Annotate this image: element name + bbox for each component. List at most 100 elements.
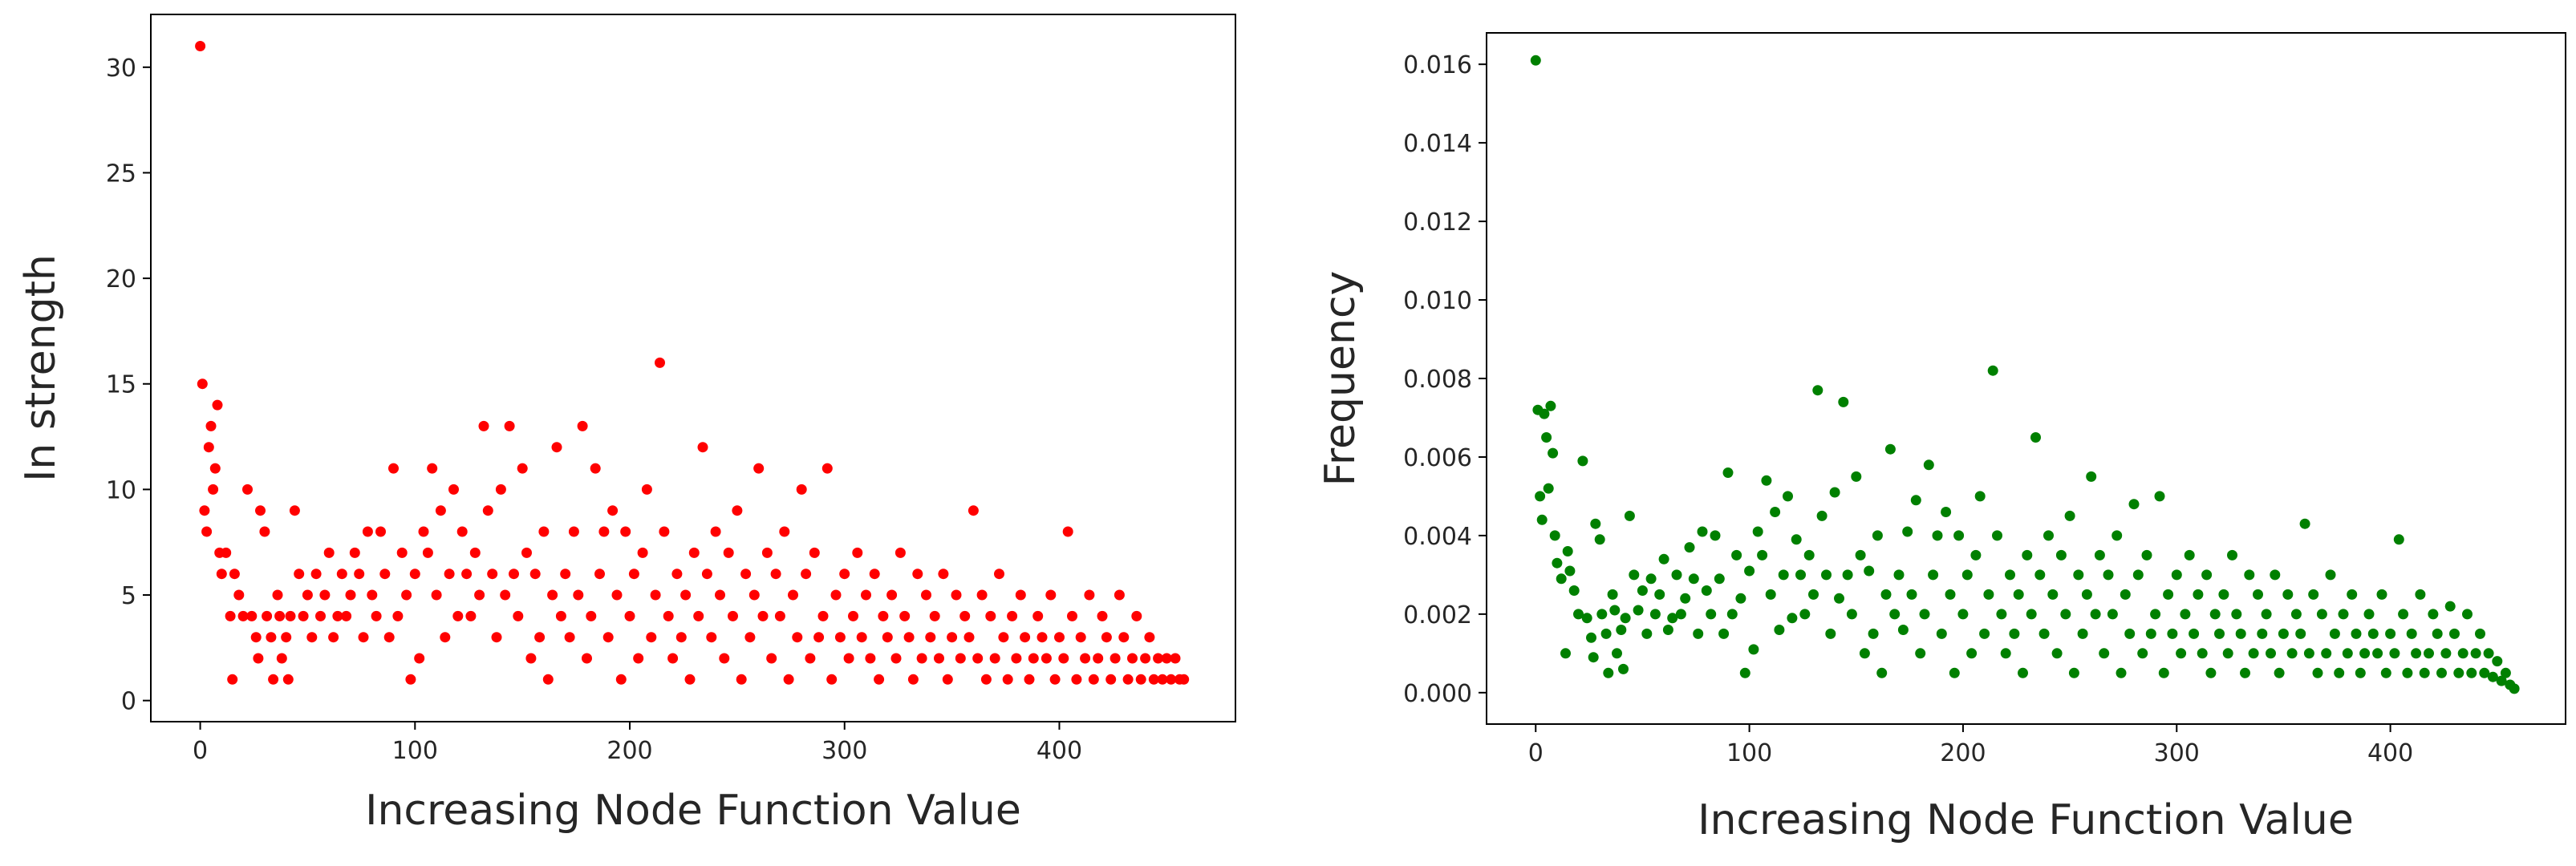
scatter-point [688, 547, 700, 558]
scatter-point [671, 569, 683, 580]
scatter-point [2444, 601, 2456, 612]
scatter-point [551, 442, 562, 453]
scatter-point [761, 547, 773, 558]
scatter-point [409, 569, 420, 580]
scatter-point [693, 610, 704, 621]
scatter-point [294, 569, 305, 580]
scatter-point [2047, 589, 2059, 600]
scatter-point [1731, 549, 1742, 560]
scatter-point [323, 547, 335, 558]
scatter-point [611, 589, 623, 601]
y-tick-label: 0.016 [1403, 51, 1472, 79]
scatter-point [788, 589, 798, 601]
scatter-point [1536, 514, 1548, 525]
scatter-point [2240, 667, 2250, 678]
scatter-point [1675, 609, 1686, 620]
scatter-point [2278, 628, 2289, 639]
scatter-point [929, 610, 940, 621]
scatter-point [2295, 628, 2306, 639]
scatter-point [319, 589, 331, 601]
scatter-point [504, 420, 515, 431]
scatter-point [229, 569, 240, 580]
scatter-point [1131, 610, 1142, 621]
scatter-point [2116, 667, 2127, 678]
plot-frame [1486, 32, 2566, 725]
y-tick-label: 0.000 [1403, 680, 1472, 708]
scatter-point [852, 547, 863, 558]
scatter-point [1953, 530, 1965, 541]
scatter-point [418, 526, 429, 537]
scatter-point [534, 632, 546, 643]
scatter-point [1902, 526, 1913, 537]
scatter-point [1637, 585, 1648, 596]
scatter-point [2077, 628, 2088, 639]
y-tick-label: 0.012 [1403, 208, 1472, 237]
scatter-point [209, 463, 221, 474]
scatter-point [1697, 526, 1708, 537]
scatter-point [890, 653, 902, 664]
scatter-point [1868, 628, 1879, 639]
scatter-point [2432, 628, 2443, 639]
scatter-point [2393, 534, 2404, 545]
scatter-point [2419, 667, 2430, 678]
scatter-point [281, 632, 292, 643]
scatter-point [2244, 569, 2255, 581]
scatter-point [2167, 628, 2178, 639]
scatter-point [577, 420, 588, 431]
scatter-point [246, 610, 258, 621]
scatter-point [1633, 605, 1644, 616]
scatter-point [1015, 589, 1026, 601]
scatter-point [895, 547, 906, 558]
scatter-point [396, 547, 408, 558]
scatter-point [1618, 663, 1629, 674]
scatter-point [1842, 569, 1853, 581]
scatter-point [2227, 549, 2237, 560]
scatter-point [878, 610, 889, 621]
scatter-point [1620, 613, 1631, 624]
scatter-point [2411, 648, 2422, 659]
scatter-point [2500, 667, 2511, 678]
x-tick-label: 0 [193, 737, 208, 765]
scatter-point [1590, 518, 1601, 529]
scatter-point [205, 420, 217, 431]
scatter-point [1829, 487, 1840, 498]
scatter-point [302, 589, 313, 601]
scatter-point [1808, 589, 1819, 600]
scatter-point [285, 610, 296, 621]
scatter-point [1564, 565, 1576, 577]
scatter-point [1893, 569, 1905, 581]
scatter-point [2487, 671, 2498, 682]
scatter-point [1127, 653, 1138, 664]
scatter-point [1101, 632, 1112, 643]
scatter-point [2266, 648, 2276, 659]
scatter-point [1748, 644, 1759, 655]
scatter-point [2055, 549, 2067, 560]
scatter-point [336, 569, 347, 580]
scatter-point [362, 526, 373, 537]
scatter-point [2112, 530, 2123, 541]
scatter-point [641, 484, 652, 495]
scatter-point [1041, 653, 1052, 664]
scatter-point [440, 632, 451, 643]
y-tick-label: 0.008 [1403, 366, 1472, 394]
x-tick-label: 100 [392, 737, 438, 765]
scatter-point [912, 569, 923, 580]
scatter-point [882, 632, 893, 643]
scatter-point [201, 526, 213, 537]
scatter-point [1825, 628, 1836, 639]
scatter-point [955, 653, 966, 664]
scatter-point [2205, 667, 2217, 678]
x-axis-ticks: 0 100 200 300 400 [1528, 724, 2413, 767]
scatter-point [1020, 632, 1031, 643]
scatter-point [495, 484, 506, 495]
scatter-point [482, 505, 493, 516]
scatter-point [1816, 510, 1828, 521]
scatter-point [1765, 589, 1776, 600]
scatter-point [2424, 648, 2434, 659]
scatter-point [1992, 530, 2002, 541]
scatter-point [427, 463, 438, 474]
scatter-point [2440, 648, 2452, 659]
scatter-point [2090, 609, 2101, 620]
scatter-point [1838, 396, 1849, 407]
